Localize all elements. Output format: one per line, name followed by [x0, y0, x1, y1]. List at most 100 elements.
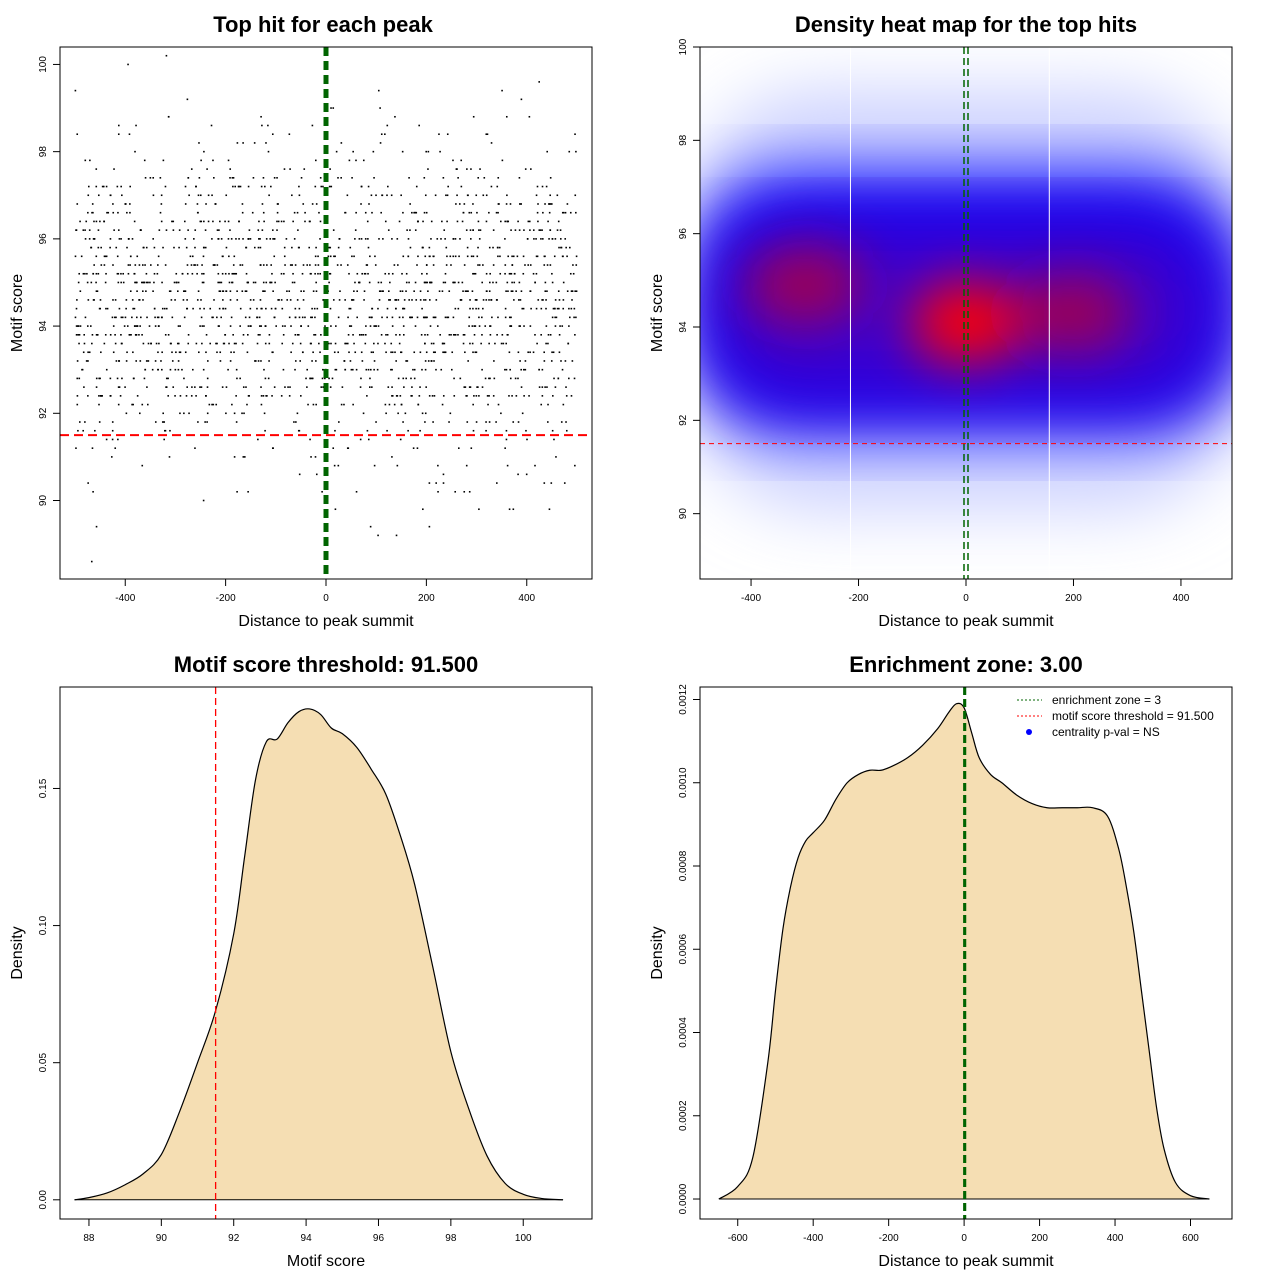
scatter-point	[141, 403, 144, 406]
scatter-point	[259, 334, 261, 336]
scatter-point	[407, 255, 410, 258]
scatter-point	[90, 246, 93, 249]
scatter-point	[346, 194, 349, 197]
scatter-point	[320, 185, 323, 188]
scatter-point	[164, 334, 167, 336]
scatter-point	[340, 264, 342, 266]
scatter-point	[570, 395, 573, 397]
scatter-point	[463, 490, 466, 493]
scatter-point	[282, 334, 285, 336]
scatter-point	[360, 377, 362, 380]
scatter-point	[144, 264, 146, 266]
scatter-point	[466, 421, 469, 423]
scatter-point	[260, 115, 262, 118]
scatter-point	[469, 299, 471, 301]
scatter-point	[183, 316, 186, 319]
scatter-point	[270, 307, 273, 310]
scatter-point	[424, 334, 426, 336]
scatter-point	[524, 264, 526, 266]
scatter-point	[121, 342, 123, 345]
scatter-point	[513, 281, 516, 284]
scatter-point	[329, 255, 332, 258]
scatter-point	[381, 194, 383, 197]
scatter-point	[99, 377, 101, 380]
scatter-point	[349, 307, 352, 310]
scatter-point	[510, 272, 513, 275]
scatter-point	[545, 299, 547, 301]
scatter-point	[424, 342, 426, 345]
scatter-point	[202, 368, 205, 371]
scatter-point	[328, 342, 330, 345]
scatter-point	[311, 316, 313, 319]
scatter-point	[403, 299, 406, 301]
scatter-point	[219, 281, 221, 284]
scatter-point	[475, 307, 477, 310]
scatter-point	[207, 220, 210, 223]
scatter-point	[173, 281, 176, 284]
scatter-point	[271, 133, 274, 136]
scatter-point	[272, 447, 274, 449]
scatter-point	[141, 334, 143, 336]
scatter-point	[396, 238, 399, 240]
scatter-point	[260, 325, 263, 327]
scatter-point	[114, 316, 116, 319]
scatter-point	[402, 316, 404, 319]
scatter-point	[246, 403, 248, 406]
scatter-point	[84, 159, 87, 162]
scatter-point	[289, 299, 292, 301]
scatter-point	[216, 316, 218, 319]
scatter-point	[265, 238, 268, 240]
scatter-point	[315, 360, 317, 362]
scatter-point	[510, 325, 513, 327]
scatter-point	[373, 325, 376, 327]
scatter-point	[200, 299, 202, 301]
scatter-point	[398, 334, 401, 336]
scatter-point	[235, 272, 238, 275]
scatter-point	[229, 299, 232, 301]
scatter-point	[309, 377, 312, 380]
scatter-point	[222, 290, 225, 292]
scatter-point	[454, 334, 457, 336]
scatter-point	[507, 220, 510, 223]
scatter-point	[447, 316, 450, 319]
scatter-point	[193, 264, 195, 266]
scatter-point	[554, 299, 557, 301]
scatter-point	[517, 421, 520, 423]
scatter-point	[537, 220, 539, 223]
scatter-point	[310, 316, 312, 319]
scatter-point	[218, 290, 221, 292]
scatter-point	[425, 281, 427, 284]
scatter-point	[179, 351, 182, 354]
scatter-point	[141, 464, 144, 467]
heatmap-x-tick-label: 0	[963, 593, 969, 604]
scatter-point	[488, 299, 490, 301]
scatter-point	[296, 412, 299, 415]
scatter-point	[262, 211, 265, 214]
scatter-point	[446, 194, 449, 197]
scatter-point	[172, 386, 175, 388]
scatter-point	[344, 299, 346, 301]
scatter-point	[296, 211, 299, 214]
scatter-point	[432, 264, 435, 266]
scatter-point	[174, 299, 176, 301]
scatter-point	[472, 229, 474, 231]
scatter-point	[95, 220, 98, 223]
scatter-point	[402, 334, 405, 336]
scatter-point	[565, 386, 567, 388]
scatter-point	[447, 185, 449, 188]
scatter-point	[84, 229, 86, 231]
scatter-point	[544, 281, 547, 284]
scatter-point	[239, 325, 241, 327]
scatter-point	[367, 368, 370, 371]
scatter-point	[442, 351, 444, 354]
scatter-point	[489, 377, 491, 380]
scatter-point	[479, 229, 482, 231]
scatter-point	[529, 325, 532, 327]
scatter-point	[384, 342, 386, 345]
scatter-point	[547, 403, 549, 406]
scatter-point	[329, 307, 332, 310]
scatter-point	[160, 360, 162, 362]
distance-density-y-tick-label: 0.0004	[678, 1017, 689, 1048]
scatter-point	[205, 334, 208, 336]
distance-density-y-label: Density	[649, 926, 666, 979]
